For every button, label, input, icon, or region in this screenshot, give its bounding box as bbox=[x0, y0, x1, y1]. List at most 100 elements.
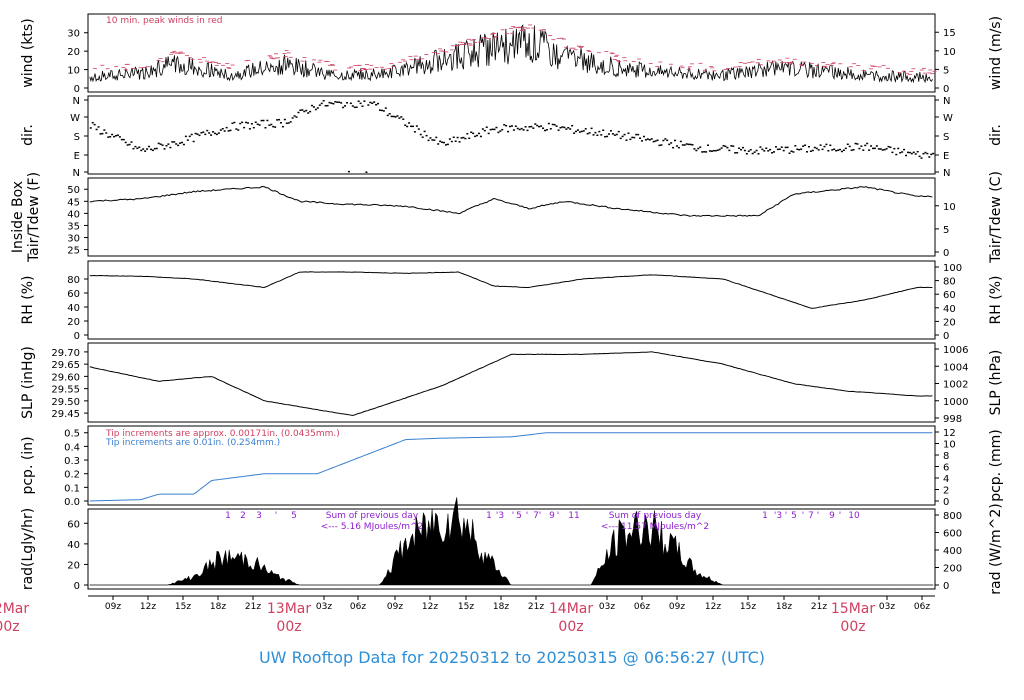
tick-label: 0.3 bbox=[64, 456, 80, 467]
series-line bbox=[89, 24, 933, 84]
direction-point bbox=[932, 152, 935, 155]
direction-point bbox=[722, 145, 725, 147]
direction-point bbox=[584, 128, 587, 130]
y-axis-label-right: dir. bbox=[988, 124, 1004, 146]
direction-point bbox=[561, 126, 564, 128]
direction-point bbox=[256, 123, 259, 126]
direction-point bbox=[126, 144, 129, 146]
direction-point bbox=[674, 139, 677, 142]
x-tick-label: 12z bbox=[705, 602, 721, 612]
direction-point bbox=[780, 146, 783, 148]
day-time-label: 00z bbox=[840, 619, 865, 635]
direction-point bbox=[336, 101, 339, 103]
hour-marker: ' bbox=[557, 511, 559, 521]
direction-point bbox=[930, 153, 933, 156]
direction-point bbox=[318, 104, 321, 106]
rad-note: Sum of previous day bbox=[609, 511, 702, 521]
tick-label: 800 bbox=[943, 511, 962, 522]
direction-point bbox=[425, 134, 428, 137]
direction-point bbox=[246, 122, 249, 124]
series-line bbox=[89, 351, 933, 416]
direction-point bbox=[893, 147, 896, 150]
direction-point bbox=[190, 133, 193, 136]
direction-point bbox=[431, 139, 434, 141]
tick-label: W bbox=[70, 113, 80, 124]
direction-point bbox=[652, 140, 655, 143]
direction-point bbox=[118, 136, 121, 138]
direction-point bbox=[753, 151, 756, 153]
direction-point bbox=[609, 130, 612, 132]
direction-point bbox=[184, 135, 187, 138]
direction-point bbox=[573, 132, 576, 134]
direction-point bbox=[563, 126, 566, 129]
tick-label: 45 bbox=[67, 197, 80, 208]
tick-label: W bbox=[943, 113, 953, 124]
panel-frame-6 bbox=[87, 508, 936, 590]
direction-point bbox=[410, 125, 413, 128]
direction-point bbox=[301, 109, 304, 111]
direction-point bbox=[175, 143, 178, 145]
x-tick-label: 09z bbox=[387, 602, 403, 612]
direction-point bbox=[891, 151, 894, 154]
direction-point bbox=[924, 151, 927, 154]
tick-label: 1006 bbox=[943, 345, 968, 356]
direction-point bbox=[361, 105, 364, 107]
direction-point bbox=[887, 145, 890, 148]
direction-point bbox=[695, 149, 698, 152]
direction-point bbox=[312, 106, 315, 108]
hour-marker: 3 bbox=[256, 511, 262, 521]
direction-point bbox=[493, 128, 496, 131]
y-axis-label-right: Tair/Tdew (C) bbox=[988, 171, 1004, 264]
tick-label: 15 bbox=[943, 28, 956, 39]
y-axis-label-right: RH (%) bbox=[988, 276, 1004, 325]
direction-point bbox=[223, 130, 226, 132]
tick-label: N bbox=[73, 168, 80, 179]
direction-point bbox=[689, 143, 692, 146]
direction-point bbox=[260, 119, 263, 122]
direction-point bbox=[264, 126, 267, 129]
direction-point bbox=[825, 143, 828, 146]
direction-point bbox=[435, 136, 438, 139]
direction-point bbox=[262, 119, 265, 122]
direction-point bbox=[182, 143, 185, 146]
direction-point bbox=[443, 141, 446, 144]
direction-point bbox=[134, 145, 137, 148]
direction-point bbox=[594, 131, 597, 134]
y-axis-label: wind (kts) bbox=[20, 18, 36, 87]
x-tick-label: 21z bbox=[245, 602, 261, 612]
hour-marker: 10 bbox=[848, 511, 860, 521]
tick-label: 0 bbox=[943, 497, 949, 508]
tick-label: 10 bbox=[943, 440, 956, 451]
direction-point bbox=[910, 152, 913, 155]
direction-point bbox=[212, 131, 215, 133]
direction-point bbox=[479, 135, 482, 138]
y-axis-label: dir. bbox=[20, 124, 36, 146]
tick-label: 20 bbox=[67, 47, 80, 58]
chart-title: UW Rooftop Data for 20250312 to 20250315… bbox=[258, 648, 766, 667]
direction-point bbox=[582, 130, 585, 132]
direction-point bbox=[786, 146, 789, 149]
direction-point bbox=[371, 102, 374, 104]
tick-label: 0.2 bbox=[64, 470, 80, 481]
direction-point bbox=[305, 109, 308, 112]
tick-label: 80 bbox=[67, 275, 80, 286]
direction-point bbox=[615, 133, 618, 136]
direction-point bbox=[858, 147, 861, 150]
direction-point bbox=[159, 143, 162, 145]
direction-point bbox=[567, 126, 570, 129]
hour-marker: 1 bbox=[762, 511, 768, 521]
direction-point bbox=[114, 134, 117, 137]
direction-point bbox=[188, 135, 191, 138]
direction-point bbox=[699, 146, 702, 148]
direction-point bbox=[476, 134, 479, 137]
direction-point bbox=[386, 114, 389, 117]
direction-point bbox=[254, 121, 257, 123]
direction-point bbox=[736, 152, 739, 154]
day-label: 15Mar bbox=[831, 601, 875, 617]
y-axis-label: Tair/Tdew (F) bbox=[26, 172, 42, 263]
x-tick-label: 12z bbox=[422, 602, 438, 612]
direction-point bbox=[215, 133, 218, 136]
direction-point bbox=[759, 146, 762, 148]
direction-point bbox=[743, 149, 746, 152]
